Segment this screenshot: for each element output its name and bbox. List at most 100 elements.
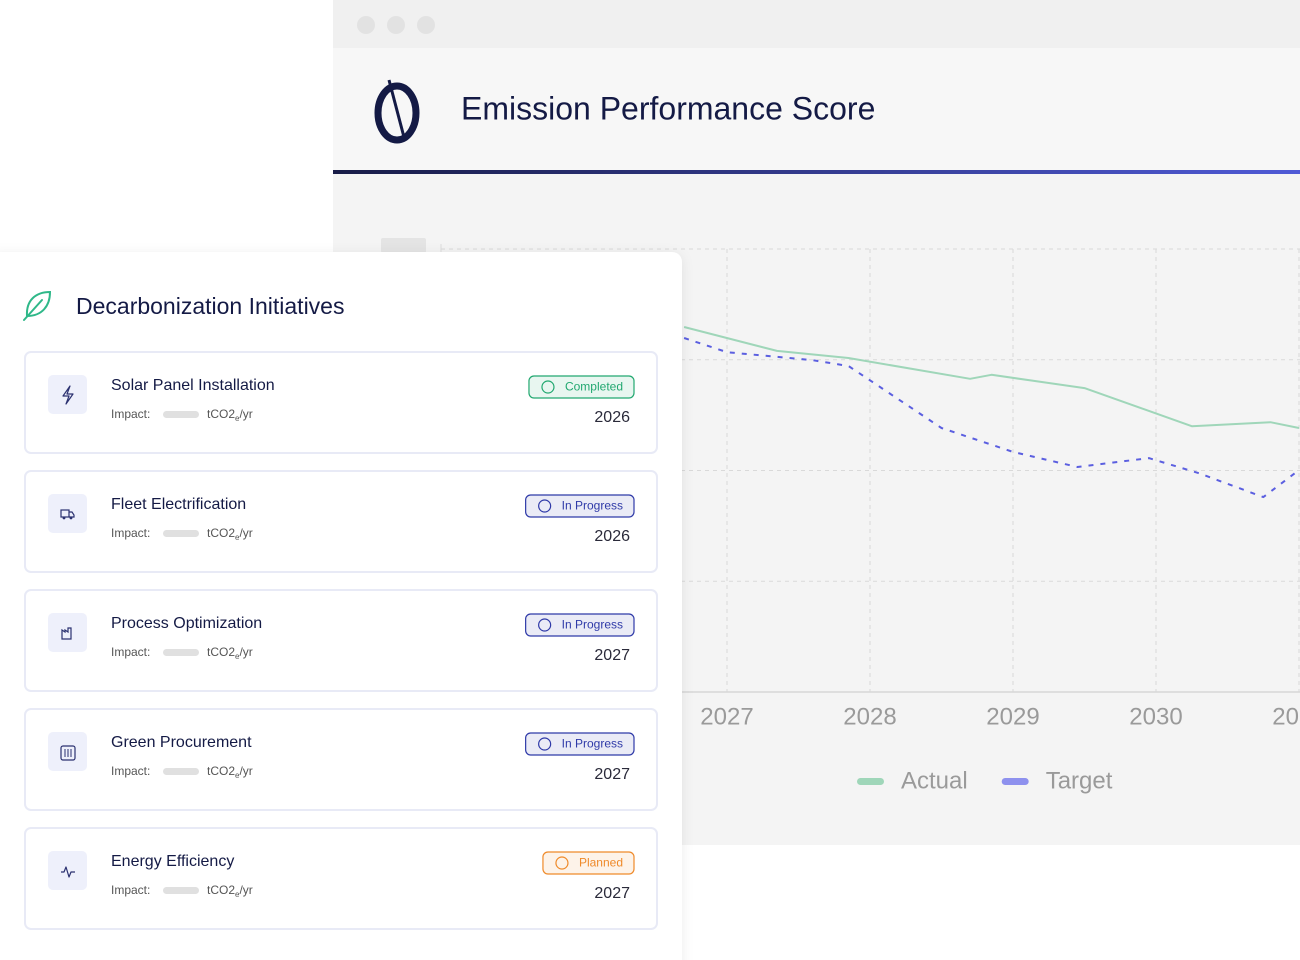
impact-placeholder xyxy=(163,411,199,418)
unit-part: e xyxy=(235,890,240,899)
status-icon xyxy=(538,499,552,513)
impact-label: Impact: xyxy=(111,407,150,421)
unit-part: e xyxy=(235,533,240,542)
unit-part: /yr xyxy=(239,526,252,540)
status-label: Completed xyxy=(565,380,623,394)
initiative-year: 2026 xyxy=(594,409,630,426)
initiative-card: Green Procurement Impact: tCO2e/yr In Progr… xyxy=(24,708,658,811)
status-icon xyxy=(541,380,555,394)
leaf-icon xyxy=(23,290,52,321)
placeholder xyxy=(381,238,426,253)
status-badge-bg xyxy=(525,613,635,637)
unit-part: tCO2 xyxy=(207,407,235,421)
x-tick-label: 2027 xyxy=(700,703,753,730)
legend-label: Actual xyxy=(901,767,968,794)
impact-label: Impact: xyxy=(111,764,150,778)
initiative-icon xyxy=(61,627,72,640)
impact-label: Impact: xyxy=(111,526,150,540)
status-icon xyxy=(555,856,569,870)
initiative-year: 2026 xyxy=(594,528,630,545)
initiative-year: 2027 xyxy=(594,885,630,902)
status-label: In Progress xyxy=(562,737,623,751)
initiative-name: Process Optimization xyxy=(111,615,262,632)
initiative-icon xyxy=(62,385,74,405)
impact-label: Impact: xyxy=(111,645,150,659)
legend-label: Target xyxy=(1046,767,1113,794)
legend-swatch xyxy=(1001,778,1029,785)
impact-unit: tCO2e/yr xyxy=(207,883,253,899)
status-label: Planned xyxy=(579,856,623,870)
status-icon xyxy=(538,618,552,632)
plot xyxy=(683,326,1300,499)
initiative-card: Solar Panel Installation Impact: tCO2e/yr C… xyxy=(24,351,658,454)
initiative-bg xyxy=(24,708,658,811)
x-tick-label: 2028 xyxy=(843,703,896,730)
initiative-bg xyxy=(24,589,658,692)
unit-part: e xyxy=(235,771,240,780)
unit-part: /yr xyxy=(239,645,252,659)
initiative-name: Green Procurement xyxy=(111,734,252,751)
impact-unit: tCO2e/yr xyxy=(207,645,253,661)
unit-part: tCO2 xyxy=(207,764,235,778)
initiative-year: 2027 xyxy=(594,647,630,664)
status-badge: Planned xyxy=(542,851,635,875)
x-tick-label: 2031 xyxy=(1272,703,1300,730)
status-badge: In Progress xyxy=(525,613,635,637)
initiative-year: 2027 xyxy=(594,766,630,783)
initiative-name: Fleet Electrification xyxy=(111,496,246,513)
series-line xyxy=(683,326,1300,429)
initiative-icon xyxy=(61,866,75,878)
initiatives-card: Decarbonization Initiatives Solar Panel … xyxy=(0,252,682,960)
card-title: Decarbonization Initiatives xyxy=(76,293,344,319)
x-tick-label: 2029 xyxy=(986,703,1039,730)
status-badge-bg xyxy=(528,375,635,399)
initiative-icon-bg xyxy=(48,494,87,533)
impact-unit: tCO2e/yr xyxy=(207,764,253,780)
status-label: In Progress xyxy=(562,499,623,513)
legend-swatch xyxy=(857,778,884,785)
impact-placeholder xyxy=(163,768,199,775)
unit-part: tCO2 xyxy=(207,645,235,659)
status-badge: Completed xyxy=(528,375,635,399)
window-dot xyxy=(387,16,405,34)
window-dot xyxy=(357,16,375,34)
header-rule xyxy=(333,170,1300,174)
unit-part: e xyxy=(235,414,240,423)
status-badge-bg xyxy=(542,851,635,875)
x-tick-label: 2030 xyxy=(1129,703,1182,730)
back-window: Emission Performance Score 2027 2028 2029 2… xyxy=(333,0,1300,845)
unit-part: e xyxy=(235,652,240,661)
impact-label: Impact: xyxy=(111,883,150,897)
impact-unit: tCO2e/yr xyxy=(207,526,253,542)
impact-placeholder xyxy=(163,649,199,656)
initiative-card: Energy Efficiency Impact: tCO2e/yr Planned 2… xyxy=(24,827,658,930)
series-line xyxy=(683,337,1300,499)
status-badge-bg xyxy=(525,732,635,756)
header xyxy=(333,48,1300,172)
unit-part: /yr xyxy=(239,407,252,421)
impact-placeholder xyxy=(163,530,199,537)
status-label: In Progress xyxy=(562,618,623,632)
initiative-card: Process Optimization Impact: tCO2e/yr In Pr… xyxy=(24,589,658,692)
logo xyxy=(374,79,420,144)
initiative-bg xyxy=(24,470,658,573)
initiative-icon xyxy=(60,509,75,520)
initiative-card: Fleet Electrification Impact: tCO2e/yr In P… xyxy=(24,470,658,573)
title-bar xyxy=(333,0,1300,48)
unit-part: tCO2 xyxy=(207,526,235,540)
unit-part: tCO2 xyxy=(207,883,235,897)
impact-unit: tCO2e/yr xyxy=(207,407,253,423)
initiative-bg xyxy=(24,351,658,454)
initiative-name: Solar Panel Installation xyxy=(111,377,275,394)
chart: 2027 2028 2029 2030 2031 Actual Target xyxy=(441,248,1300,794)
initiative-bg xyxy=(24,827,658,930)
unit-part: /yr xyxy=(239,883,252,897)
status-icon xyxy=(538,737,552,751)
initiative-icon xyxy=(60,745,76,761)
initiative-icon-bg xyxy=(48,613,87,652)
status-badge-bg xyxy=(525,494,635,518)
unit-part: /yr xyxy=(239,764,252,778)
